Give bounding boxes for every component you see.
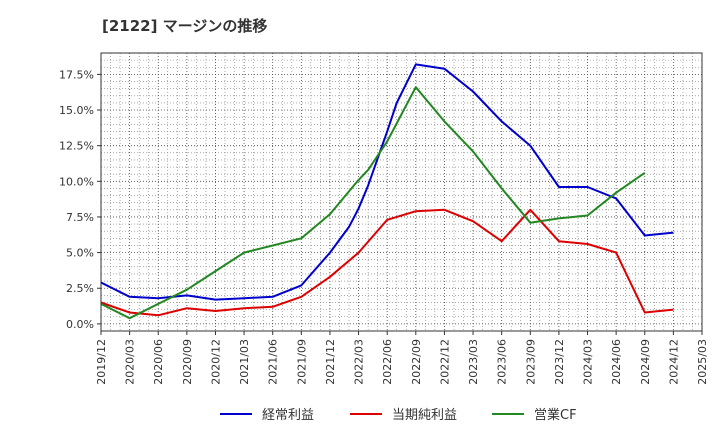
- x-tick-label: 2023/03: [467, 339, 480, 385]
- chart-title: [2122] マージンの推移: [102, 17, 267, 35]
- x-tick-label: 2021/12: [324, 339, 337, 385]
- series-lines: [100, 63, 674, 320]
- x-tick-label: 2021/03: [238, 339, 251, 385]
- x-tick-label: 2024/06: [610, 339, 623, 385]
- x-axis-ticks: 2019/12 2020/03 2020/06 2020/09 2020/12 2021/…: [95, 331, 709, 385]
- x-tick-label: 2022/03: [353, 339, 366, 385]
- y-tick-label: 7.5%: [66, 211, 94, 224]
- x-tick-label: 2023/12: [553, 339, 566, 385]
- x-tick-label: 2022/06: [381, 339, 394, 385]
- series-line-1: [100, 63, 674, 301]
- x-tick-label: 2020/06: [152, 339, 165, 385]
- x-tick-label: 2021/06: [267, 339, 280, 385]
- x-tick-label: 2020/03: [124, 339, 137, 385]
- x-tick-label: 2022/12: [438, 339, 451, 385]
- x-tick-label: 2024/03: [582, 339, 595, 385]
- y-tick-label: 0.0%: [66, 318, 94, 331]
- x-tick-label: 2019/12: [95, 339, 108, 385]
- series-line-3: [100, 86, 646, 320]
- x-tick-label: 2023/06: [496, 339, 509, 385]
- x-tick-label: 2023/09: [524, 339, 537, 385]
- legend: 経常利益 当期純利益 営業CF: [220, 407, 577, 423]
- x-tick-label: 2022/09: [410, 339, 423, 385]
- legend-label-2: 当期純利益: [392, 408, 457, 423]
- x-tick-label: 2020/09: [181, 339, 194, 385]
- x-tick-label: 2021/09: [295, 339, 308, 385]
- y-tick-label: 17.5%: [59, 68, 94, 81]
- x-tick-label: 2024/12: [667, 339, 680, 385]
- y-tick-label: 12.5%: [59, 140, 94, 153]
- legend-label-3: 営業CF: [534, 407, 577, 423]
- x-tick-label: 2025/03: [696, 339, 709, 385]
- y-tick-label: 10.0%: [59, 175, 94, 188]
- series-line-2: [100, 208, 674, 317]
- x-tick-label: 2024/09: [639, 339, 652, 385]
- y-tick-label: 2.5%: [66, 282, 94, 295]
- y-axis-ticks: 0.0% 2.5% 5.0% 7.5% 10.0% 12.5% 15.0% 17.5%: [59, 68, 101, 331]
- legend-label-1: 経常利益: [262, 408, 314, 423]
- y-tick-label: 15.0%: [59, 104, 94, 117]
- y-tick-label: 5.0%: [66, 247, 94, 260]
- plot-frame: [100, 52, 703, 332]
- x-tick-label: 2020/12: [209, 339, 222, 385]
